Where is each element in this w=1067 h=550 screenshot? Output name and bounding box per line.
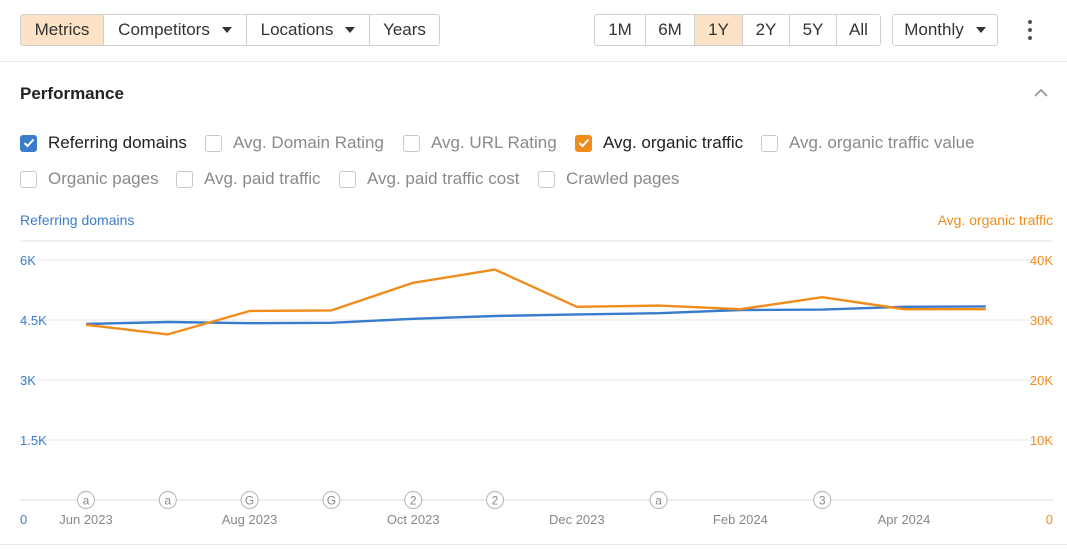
right-axis-title: Avg. organic traffic: [937, 212, 1053, 228]
right-tick-label: 0: [1046, 512, 1053, 527]
checkbox-avg-domain-rating[interactable]: Avg. Domain Rating: [205, 133, 384, 153]
checkbox-label: Avg. paid traffic: [204, 169, 321, 188]
x-tick-label: Oct 2023: [387, 512, 440, 527]
range-label: 1Y: [708, 20, 729, 39]
tab-metrics[interactable]: Metrics: [21, 15, 104, 45]
checkbox-label: Avg. URL Rating: [431, 133, 557, 152]
checkbox-avg-url-rating[interactable]: Avg. URL Rating: [403, 133, 557, 153]
left-axis-title: Referring domains: [20, 212, 135, 228]
range-1y[interactable]: 1Y: [695, 15, 743, 45]
range-5y[interactable]: 5Y: [790, 15, 837, 45]
checkbox-avg-organic-traffic-value[interactable]: Avg. organic traffic value: [761, 133, 975, 153]
range-6m[interactable]: 6M: [646, 15, 695, 45]
interval-dropdown[interactable]: Monthly: [892, 14, 998, 46]
right-tick-label: 20K: [1030, 373, 1053, 388]
checkbox-box: [205, 134, 222, 152]
tab-years-label: Years: [383, 20, 426, 39]
left-tick-label: 6K: [20, 253, 36, 268]
checkbox-avg-paid-traffic-cost[interactable]: Avg. paid traffic cost: [339, 169, 519, 189]
chevron-up-icon[interactable]: [1034, 88, 1048, 98]
annotation-marker: [404, 490, 423, 510]
annotation-label: 3: [819, 494, 826, 508]
checkbox-label: Avg. Domain Rating: [233, 133, 384, 152]
series-line: [85, 305, 986, 326]
tab-locations[interactable]: Locations: [247, 15, 370, 45]
range-label: 2Y: [755, 20, 777, 39]
x-tick-label: Dec 2023: [549, 512, 605, 527]
annotation-marker: [813, 490, 832, 510]
annotation-label: G: [327, 494, 336, 508]
checkbox-label: Organic pages: [48, 169, 159, 188]
checkbox-box: [339, 170, 356, 188]
caret-down-icon: [221, 27, 232, 33]
tab-competitors[interactable]: Competitors: [104, 15, 247, 45]
caret-down-icon: [975, 27, 986, 33]
x-tick-label: Feb 2024: [713, 512, 768, 527]
checkbox-box: [20, 170, 37, 188]
right-tick-label: 40K: [1030, 253, 1053, 268]
left-tick-label: 4.5K: [20, 313, 47, 328]
x-tick-label: Apr 2024: [878, 512, 931, 527]
tab-competitors-label: Competitors: [118, 20, 210, 39]
annotation-marker: [240, 490, 259, 510]
tab-years[interactable]: Years: [370, 15, 439, 45]
annotation-label: a: [83, 494, 90, 508]
range-label: 5Y: [802, 20, 824, 39]
checkbox-checked-icon: [20, 134, 37, 152]
range-2y[interactable]: 2Y: [743, 15, 790, 45]
performance-chart: 0 1.5K 3K 4.5K 6K 0 10K 20K 30K 40K Jun 2023 Aug 20…: [20, 240, 1053, 527]
range-1m[interactable]: 1M: [595, 15, 646, 45]
checkbox-box: [761, 134, 778, 152]
annotation-marker: [485, 490, 505, 510]
left-tick-label: 3K: [20, 373, 36, 388]
checkbox-label: Referring domains: [48, 133, 187, 152]
divider: [0, 544, 1067, 545]
section-title: Performance: [20, 84, 124, 103]
checkbox-crawled-pages[interactable]: Crawled pages: [538, 169, 679, 189]
checkbox-referring-domains[interactable]: Referring domains: [20, 133, 187, 153]
right-tick-label: 30K: [1030, 313, 1053, 328]
checkbox-organic-pages[interactable]: Organic pages: [20, 169, 159, 189]
range-selector: 1M 6M 1Y 2Y 5Y All: [594, 14, 881, 46]
kebab-vertical-icon[interactable]: [1025, 20, 1035, 40]
range-label: 1M: [608, 20, 632, 39]
checkbox-avg-organic-traffic[interactable]: Avg. organic traffic: [575, 133, 743, 153]
caret-down-icon: [345, 27, 356, 33]
checkbox-box: [538, 170, 555, 188]
left-tick-label: 1.5K: [20, 433, 47, 448]
annotation-marker: [158, 490, 177, 510]
range-label: All: [849, 20, 868, 39]
checkbox-avg-paid-traffic[interactable]: Avg. paid traffic: [176, 169, 321, 189]
annotation-label: 2: [410, 494, 417, 508]
x-tick-label: Aug 2023: [222, 512, 278, 527]
dimension-tabs: Metrics Competitors Locations Years: [20, 14, 440, 46]
annotation-label: a: [655, 494, 662, 508]
range-all[interactable]: All: [837, 15, 880, 45]
right-tick-label: 10K: [1030, 433, 1053, 448]
tab-metrics-label: Metrics: [34, 20, 90, 39]
left-tick-label: 0: [20, 512, 27, 527]
checkbox-label: Avg. paid traffic cost: [367, 169, 520, 188]
checkbox-box: [176, 170, 193, 188]
checkbox-box: [403, 134, 420, 152]
annotation-label: 2: [492, 494, 499, 508]
tab-locations-label: Locations: [260, 20, 334, 39]
toolbar: Metrics Competitors Locations Years 1M 6…: [0, 0, 1067, 62]
annotation-label: G: [245, 494, 254, 508]
checkbox-checked-icon: [575, 134, 592, 152]
checkbox-label: Avg. organic traffic value: [789, 133, 975, 152]
range-label: 6M: [658, 20, 682, 39]
checkbox-label: Crawled pages: [566, 169, 680, 188]
annotation-marker: [76, 490, 96, 510]
annotation-label: a: [164, 494, 171, 508]
x-tick-label: Jun 2023: [59, 512, 113, 527]
annotation-marker: [322, 490, 341, 510]
annotation-marker: [649, 490, 668, 510]
series-line: [85, 268, 986, 336]
checkbox-label: Avg. organic traffic: [603, 133, 744, 152]
interval-label: Monthly: [904, 20, 964, 39]
interval-button[interactable]: Monthly: [893, 15, 997, 45]
